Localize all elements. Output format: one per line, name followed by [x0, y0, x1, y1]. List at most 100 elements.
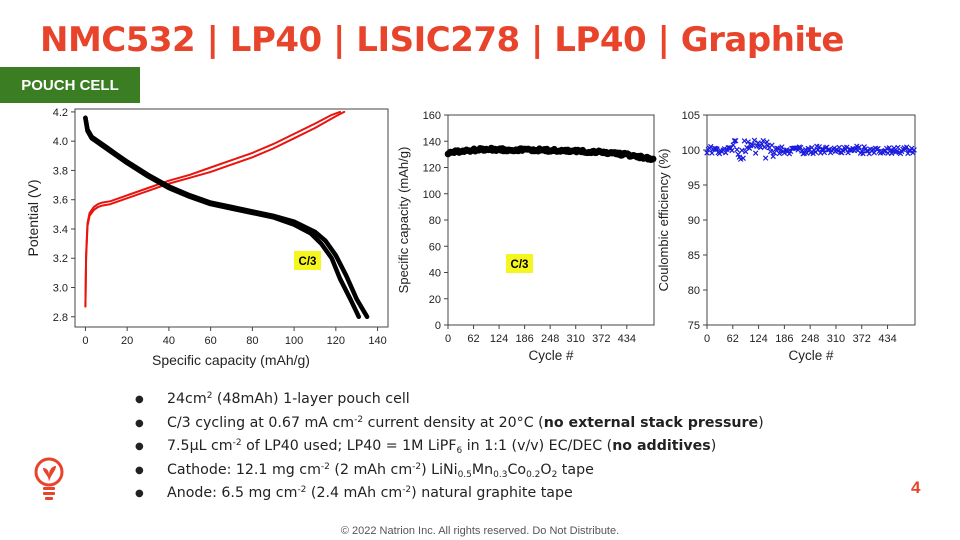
c1-y-tick-label: 4.2 — [53, 107, 68, 119]
c3-y-tick-label: 100 — [682, 145, 700, 157]
c2-y-tick-label: 20 — [429, 294, 441, 306]
pouch-cell-badge: POUCH CELL — [0, 67, 140, 103]
chart1-plot-area — [74, 108, 389, 328]
chart2-x-axis-label: Cycle # — [528, 348, 574, 363]
chart3-x-axis-label: Cycle # — [788, 348, 834, 363]
c2-x-tick-label: 0 — [445, 333, 451, 345]
c2-y-tick-label: 120 — [423, 163, 441, 175]
c2-x-tick-label: 310 — [567, 333, 585, 345]
c2-x-tick-label: 62 — [467, 333, 479, 345]
c1-x-tick-label: 60 — [205, 335, 217, 347]
ce-point — [770, 153, 776, 160]
c1-y-tick-label: 3.8 — [53, 165, 68, 177]
ce-point — [734, 146, 740, 153]
c1-x-tick-label: 0 — [82, 335, 88, 347]
ce-point — [714, 146, 720, 152]
c2-y-tick-label: 160 — [423, 110, 441, 122]
c2-x-tick-label: 248 — [541, 333, 559, 345]
c2-y-tick-label: 80 — [429, 215, 441, 227]
c3-y-tick-label: 85 — [688, 250, 700, 262]
ce-point — [735, 151, 741, 158]
ce-point — [722, 149, 729, 156]
ce-point — [732, 137, 739, 144]
ce-point — [745, 139, 751, 145]
charge-curve-0 — [84, 110, 346, 308]
c2-x-tick-label: 124 — [490, 333, 508, 345]
c1-y-tick-label: 3.6 — [53, 195, 68, 207]
c1-x-tick-label: 140 — [368, 335, 386, 347]
ce-point — [760, 137, 766, 144]
ce-point — [908, 145, 915, 152]
c3-x-tick-label: 186 — [775, 333, 793, 345]
ce-point — [820, 146, 826, 153]
ce-point — [761, 144, 768, 150]
coulombic-efficiency-chart: 0 62 124 186 248 310 372 434 75 80 85 90 95 100 105 C… — [656, 110, 917, 363]
c3-y-tick-label: 90 — [688, 215, 700, 227]
c1-y-tick-label: 4.0 — [53, 136, 68, 148]
bullet-cycling-conditions: C/3 cycling at 0.67 mA cm-2 current dens… — [135, 412, 764, 436]
bullet-electrolyte: 7.5µL cm-2 of LP40 used; LP40 = 1M LiPF6… — [135, 435, 764, 459]
c3-x-tick-label: 434 — [878, 333, 896, 345]
chart2-annotation-highlight — [506, 254, 533, 273]
natrion-lightbulb-logo-icon — [34, 457, 64, 500]
bullet-cell-format: 24cm2 (48mAh) 1-layer pouch cell — [135, 388, 764, 412]
c2-x-tick-label: 434 — [618, 333, 636, 345]
c3-x-tick-label: 372 — [853, 333, 871, 345]
discharge-curve-3 — [83, 115, 362, 320]
ce-point — [751, 137, 758, 144]
c3-y-tick-label: 75 — [688, 320, 700, 332]
c3-x-tick-label: 124 — [749, 333, 767, 345]
ce-point — [741, 138, 748, 144]
copyright-footer: © 2022 Natrion Inc. All rights reserved.… — [340, 525, 620, 537]
c1-y-tick-label: 3.4 — [53, 224, 68, 236]
ce-point — [704, 150, 710, 156]
ce-point — [767, 148, 774, 155]
chart1-annotation-highlight — [294, 251, 321, 270]
ce-point — [739, 147, 745, 154]
ce-point — [755, 140, 761, 146]
chart2-y-axis-label: Specific capacity (mAh/g) — [396, 147, 411, 294]
ce-point — [740, 155, 746, 162]
c2-y-tick-label: 40 — [429, 268, 441, 280]
ce-point — [713, 145, 719, 152]
chart1-annotation: C/3 — [299, 256, 317, 268]
c3-x-tick-label: 62 — [727, 333, 739, 345]
capacity-cycling-chart: 0 62 124 186 248 310 372 434 0 20 40 60 80 100 120 140… — [396, 110, 657, 363]
c2-y-tick-label: 100 — [423, 189, 441, 201]
c2-y-tick-label: 60 — [429, 241, 441, 253]
ce-point — [752, 150, 759, 156]
c2-x-tick-label: 186 — [515, 333, 533, 345]
ce-point — [750, 142, 756, 149]
page-number: 4 — [911, 478, 921, 497]
c1-x-tick-label: 120 — [327, 335, 345, 347]
c1-x-tick-label: 80 — [246, 335, 258, 347]
slide-title: NMC532 | LP40 | LISIC278 | LP40 | Graphi… — [40, 20, 844, 60]
c2-y-tick-label: 140 — [423, 136, 441, 148]
ce-point — [797, 144, 804, 151]
bullet-anode: Anode: 6.5 mg cm-2 (2.4 mAh cm-2) natura… — [135, 482, 764, 506]
chart1-x-axis-label: Specific capacity (mAh/g) — [152, 352, 310, 368]
c1-y-tick-label: 2.8 — [53, 312, 68, 324]
ce-point — [764, 139, 770, 145]
cell-spec-list: 24cm2 (48mAh) 1-layer pouch cell C/3 cyc… — [135, 388, 764, 506]
ce-point — [709, 150, 715, 156]
ce-point — [762, 155, 769, 161]
ce-point — [856, 144, 862, 150]
ce-point — [729, 147, 735, 154]
ce-point — [859, 148, 865, 154]
c3-y-tick-label: 80 — [688, 285, 700, 297]
ce-point — [871, 150, 877, 156]
c1-y-tick-label: 3.2 — [53, 253, 68, 265]
c1-x-tick-label: 20 — [121, 335, 133, 347]
c3-x-tick-label: 0 — [704, 333, 710, 345]
chart2-annotation: C/3 — [511, 259, 529, 271]
ce-point — [860, 150, 866, 157]
c3-y-tick-label: 95 — [688, 180, 700, 192]
ce-point — [730, 142, 736, 148]
ce-point — [911, 147, 917, 153]
c3-y-tick-label: 105 — [682, 110, 700, 122]
c2-x-tick-label: 372 — [592, 333, 610, 345]
chart3-y-axis-label: Coulombic efficiency (%) — [656, 149, 671, 292]
c3-x-tick-label: 310 — [827, 333, 845, 345]
bullet-cathode: Cathode: 12.1 mg cm-2 (2 mAh cm-2) LiNi0… — [135, 459, 764, 483]
